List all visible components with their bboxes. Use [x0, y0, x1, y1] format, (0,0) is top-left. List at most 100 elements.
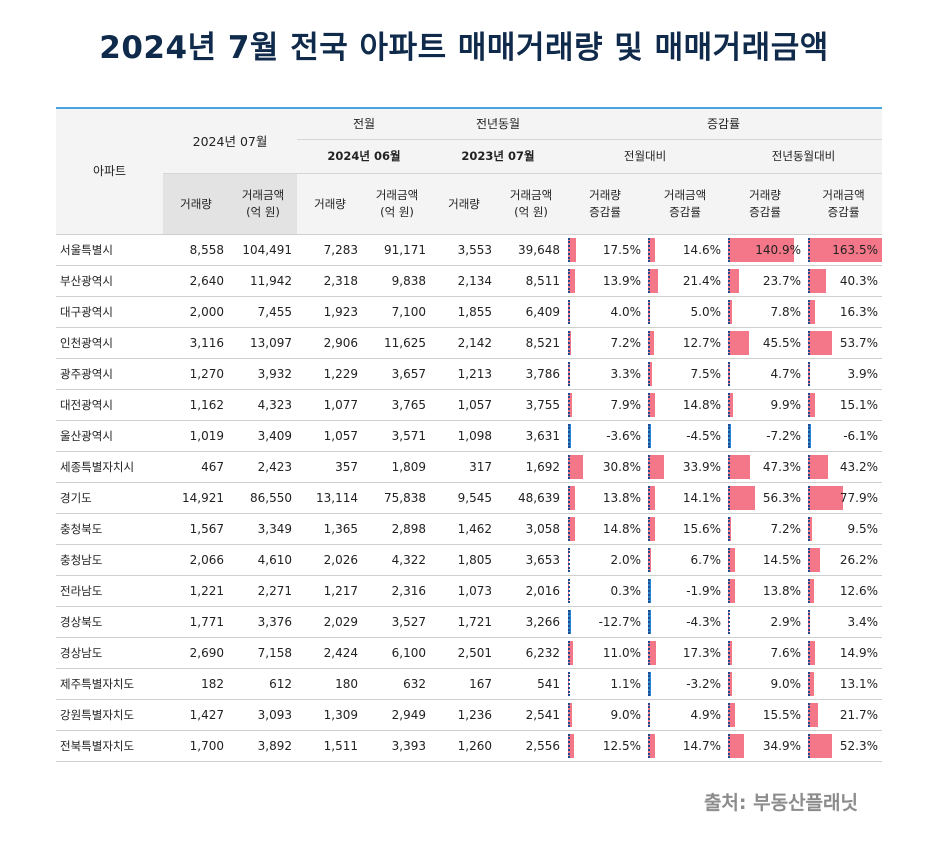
positive-bar-fill — [728, 331, 750, 355]
cell-yoy_amt: 14.9% — [805, 637, 883, 669]
bar-axis — [568, 455, 571, 479]
cell-yamt: 48,639 — [497, 482, 566, 514]
data-bar: 13.9% — [568, 269, 645, 293]
rate-value: 34.9% — [762, 739, 802, 753]
rate-value: 14.7% — [682, 739, 722, 753]
cell-yoy_vol: 23.7% — [725, 265, 806, 297]
rate-value: 14.1% — [682, 491, 722, 505]
data-bar: 9.5% — [808, 517, 882, 541]
bar-axis — [728, 548, 731, 572]
cell-yvol: 1,213 — [431, 358, 498, 390]
table-row: 충청남도 2,066 4,610 2,026 4,322 1,805 3,653 2.0% 6.… — [56, 544, 883, 576]
cell-vol: 2,640 — [163, 265, 229, 297]
bar-axis — [728, 362, 731, 386]
positive-bar-fill — [728, 579, 735, 603]
cell-mom_amt: 14.1% — [645, 482, 726, 514]
positive-bar-fill — [808, 486, 844, 510]
data-bar: 12.7% — [648, 331, 725, 355]
positive-bar-fill — [568, 517, 575, 541]
rate-value: 12.5% — [602, 739, 642, 753]
region-name: 충청북도 — [56, 513, 163, 545]
cell-vol: 2,066 — [163, 544, 229, 576]
change-rate-group-header: 증감률 — [565, 107, 883, 140]
col-volume-header: 거래량 — [431, 173, 498, 235]
cell-yamt: 6,232 — [497, 637, 566, 669]
data-bar: 56.3% — [728, 486, 805, 510]
cell-yvol: 1,098 — [431, 420, 498, 452]
cell-mom_amt: 14.6% — [645, 234, 726, 266]
cell-pvol: 2,318 — [297, 265, 364, 297]
positive-bar-fill — [808, 641, 815, 665]
rate-value: 7.5% — [690, 367, 722, 381]
data-bar: 26.2% — [808, 548, 882, 572]
cell-pamt: 3,571 — [363, 420, 432, 452]
prev-month-group-header: 전월 — [297, 107, 432, 140]
positive-bar-fill — [568, 455, 583, 479]
cell-yvol: 2,134 — [431, 265, 498, 297]
cell-yoy_amt: 77.9% — [805, 482, 883, 514]
positive-bar-fill — [808, 703, 818, 727]
bar-axis — [808, 517, 811, 541]
bar-axis — [808, 734, 811, 758]
cell-amt: 612 — [229, 668, 298, 700]
col-amount-rate-header: 거래금액 증감률 — [805, 173, 883, 235]
data-bar: 40.3% — [808, 269, 882, 293]
cell-pvol: 2,424 — [297, 637, 364, 669]
data-bar: 1.1% — [568, 672, 645, 696]
bar-axis — [568, 238, 571, 262]
cell-pamt: 2,898 — [363, 513, 432, 545]
bar-axis — [808, 610, 811, 634]
prev-year-group-header: 전년동월 — [431, 107, 566, 140]
rate-value: 140.9% — [755, 243, 802, 257]
positive-bar-fill — [728, 548, 735, 572]
cell-yamt: 2,556 — [497, 730, 566, 762]
cell-yoy_vol: 14.5% — [725, 544, 806, 576]
cell-mom_amt: 5.0% — [645, 296, 726, 328]
rate-value: -12.7% — [598, 615, 642, 629]
rate-value: 3.4% — [847, 615, 879, 629]
rate-value: 3.9% — [847, 367, 879, 381]
cell-amt: 7,158 — [229, 637, 298, 669]
cell-yoy_amt: 52.3% — [805, 730, 883, 762]
bar-axis — [808, 362, 811, 386]
cell-yamt: 3,631 — [497, 420, 566, 452]
cell-yoy_amt: 43.2% — [805, 451, 883, 483]
data-bar: 163.5% — [808, 238, 883, 262]
cell-pvol: 180 — [297, 668, 364, 700]
bar-axis — [728, 579, 731, 603]
rate-value: 14.6% — [682, 243, 722, 257]
cell-mom_vol: 17.5% — [565, 234, 646, 266]
bar-axis — [808, 331, 811, 355]
cell-pvol: 1,229 — [297, 358, 364, 390]
cell-yamt: 541 — [497, 668, 566, 700]
data-bar: -4.5% — [648, 424, 725, 448]
cell-mom_vol: 12.5% — [565, 730, 646, 762]
cell-yoy_vol: 140.9% — [725, 234, 806, 266]
cell-yamt: 1,692 — [497, 451, 566, 483]
rate-value: 40.3% — [839, 274, 879, 288]
table-row: 울산광역시 1,019 3,409 1,057 3,571 1,098 3,631 -3.6%… — [56, 420, 883, 452]
rate-value: 14.8% — [602, 522, 642, 536]
data-bar: -1.9% — [648, 579, 725, 603]
cell-pamt: 11,625 — [363, 327, 432, 359]
table-row: 강원특별자치도 1,427 3,093 1,309 2,949 1,236 2,541 9.0… — [56, 699, 883, 731]
rate-value: 26.2% — [839, 553, 879, 567]
rate-value: 9.0% — [610, 708, 642, 722]
positive-bar-fill — [808, 579, 814, 603]
cell-vol: 1,221 — [163, 575, 229, 607]
cell-vol: 1,427 — [163, 699, 229, 731]
cell-pamt: 1,809 — [363, 451, 432, 483]
region-name: 인천광역시 — [56, 327, 163, 359]
bar-axis — [648, 579, 651, 603]
data-bar: 7.6% — [728, 641, 805, 665]
data-bar: 7.5% — [648, 362, 725, 386]
table-row: 서울특별시 8,558 104,491 7,283 91,171 3,553 39,648 1… — [56, 234, 883, 266]
bar-axis — [648, 486, 651, 510]
cell-yamt: 3,786 — [497, 358, 566, 390]
cell-vol: 1,700 — [163, 730, 229, 762]
data-bar: 6.7% — [648, 548, 725, 572]
data-bar: 12.6% — [808, 579, 882, 603]
cell-mom_vol: -3.6% — [565, 420, 646, 452]
data-bar: 17.5% — [568, 238, 645, 262]
col-volume-header: 거래량 — [163, 173, 229, 235]
